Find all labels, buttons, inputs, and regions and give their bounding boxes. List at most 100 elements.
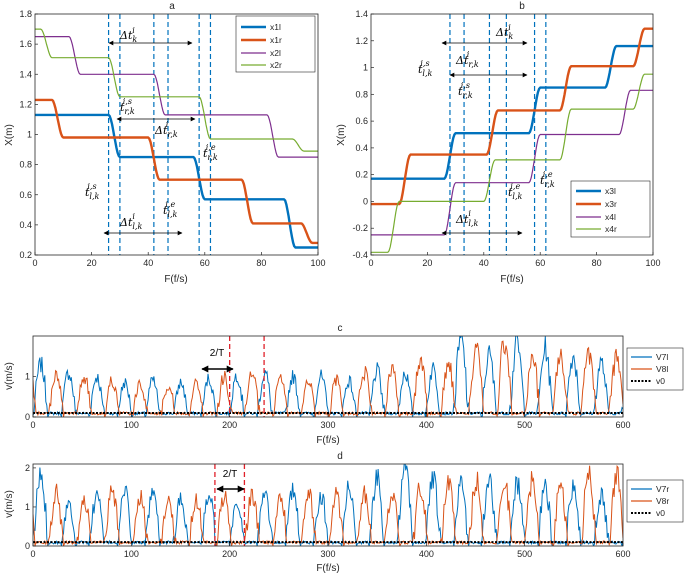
label-b-dt-rk: Δtr,ki [455,50,479,69]
x-tick-label: 80 [592,258,602,268]
panel-c: c 0 100 200 300 400 500 600 0 1 F(f/s) v(m/s) 2/… [4,323,684,446]
legend-x2r-label: x2r [270,60,282,70]
y-tick-label: 1 [27,130,32,140]
series-x3r [371,27,653,206]
y-tick-label: 0.2 [19,250,32,260]
series-x2r [35,28,318,152]
label-b-dt-k: Δtki [495,23,513,41]
label-b-t-ls-top: tl,ki,s [418,59,433,78]
y-tick-label: 0 [363,196,368,206]
panel-c-ticks: 0 100 200 300 400 500 600 0 1 [25,372,631,431]
series-V7l [33,336,623,417]
legend-v8l-label: V8l [656,364,668,374]
panel-c-legend: V7l V8l v0 [626,347,684,391]
x-tick-label: 0 [30,549,35,559]
legend-x4r-label: x4r [605,224,617,234]
x-tick-label: 60 [200,258,210,268]
panel-d-xlabel: F(f/s) [316,563,339,574]
panel-a-legend-box [235,15,316,73]
panel-a-ticks: 0 20 40 60 80 100 0.2 0.4 0.6 0.8 1 1.2 1.4 1.6 1.8 [19,9,325,268]
panel-b-annotations: Δtki Δtr,ki tl,ki,s tr,ki,s tl,ki,e tr,k… [418,23,555,236]
x-tick-label: 500 [517,549,532,559]
x-tick-label: 100 [124,549,139,559]
legend-x3r-label: x3r [605,199,617,209]
label-c-two-over-t: 2/T [210,348,224,359]
x-tick-label: 200 [222,549,237,559]
x-tick-label: 20 [422,258,432,268]
panel-c-ylabel: v(m/s) [4,362,15,390]
x-tick-label: 0 [32,258,37,268]
series-x1r [35,98,318,245]
y-tick-label: 0 [25,541,30,551]
x-tick-label: 200 [222,420,237,430]
panel-d-plot-area [33,464,623,546]
y-tick-label: 0.6 [19,190,32,200]
series-x1l [35,113,318,249]
x-tick-label: 100 [310,258,325,268]
y-tick-label: -0.4 [352,250,368,260]
y-tick-label: 0.4 [19,220,32,230]
panel-a-title: a [169,1,175,12]
y-tick-label: 1.4 [355,9,368,19]
panel-a-plot-area [35,14,318,255]
y-tick-label: 0.8 [355,89,368,99]
panel-d-title: d [337,451,343,462]
x-tick-label: 100 [645,258,660,268]
y-tick-label: 1.8 [19,9,32,19]
panel-b: b 0 20 40 60 80 100 -0.4 -0.2 0 0.2 0.4 0.6 0.8 1 1.2 1… [336,1,661,285]
legend-x4l-label: x4l [605,212,616,222]
x-tick-label: 40 [479,258,489,268]
label-b-t-le: tl,ki,e [508,182,523,201]
panel-c-plot-area [33,336,623,417]
y-tick-label: 0.6 [355,116,368,126]
label-t-ls: tl,ki,s [85,182,100,201]
panel-a-legend: x1l x1r x2l x2r [235,15,316,73]
panel-b-legend: x3l x3r x4l x4r [570,180,651,238]
label-b-t-re: tr,ki,e [540,170,555,189]
y-tick-label: 1.2 [19,99,32,109]
label-d-two-over-t: 2/T [223,469,237,480]
y-tick-label: 1.6 [19,39,32,49]
y-tick-label: 2 [25,463,30,473]
x-tick-label: 300 [320,549,335,559]
x-tick-label: 300 [320,420,335,430]
label-dt-rk: Δtr,ki [154,120,178,139]
series-x4l [371,89,653,236]
panel-c-xlabel: F(f/s) [316,435,339,446]
series-x2l [35,36,318,158]
panel-b-title: b [519,1,525,12]
series-V8l [33,340,623,417]
y-tick-label: 0.8 [19,160,32,170]
panel-d-ticks: 0 100 200 300 400 500 600 0 1 2 [25,463,631,559]
label-dt-lk: Δtl,ki [119,212,142,231]
panel-b-plot-area [371,14,653,255]
panel-a: a 0 20 40 60 80 1000.20.40.60.811.21.41.61.8 … [4,1,326,285]
label-dt-k: Δtki [119,26,137,44]
x-tick-label: 20 [87,258,97,268]
legend-v8r-label: V8r [656,496,669,506]
label-t-re: tr,ki,e [203,143,218,162]
legend-v7l-label: V7l [656,352,668,362]
x-tick-label: 40 [143,258,153,268]
legend-v0-d-label: v0 [656,508,665,518]
panel-b-ticks: 0 20 40 60 80 100 -0.4 -0.2 0 0.2 0.4 0.6 0.8 1 1.2 1.4 [352,9,660,268]
panel-d-ylabel: v(m/s) [4,490,15,518]
series-group [33,464,623,546]
series-V7r [33,464,623,546]
label-t-rs: tr,ki,s [120,97,135,116]
x-tick-label: 60 [535,258,545,268]
legend-x2l-label: x2l [270,48,281,58]
y-tick-label: 1 [363,63,368,73]
legend-v0-c-label: v0 [656,376,665,386]
x-tick-label: 0 [30,420,35,430]
x-tick-label: 80 [256,258,266,268]
panel-a-ylabel: X(m) [4,124,15,146]
legend-x1l-label: x1l [270,22,281,32]
y-tick-label: 0.4 [355,143,368,153]
panel-d: d 0 100 200 300 400 500 600 0 1 2 F(f/s) v(m/s) 2… [4,451,684,574]
panel-c-axes-box [32,335,624,418]
panel-d-legend: V7r V8r v0 [626,479,684,523]
x-tick-label: 0 [368,258,373,268]
y-tick-label: 0 [25,412,30,422]
